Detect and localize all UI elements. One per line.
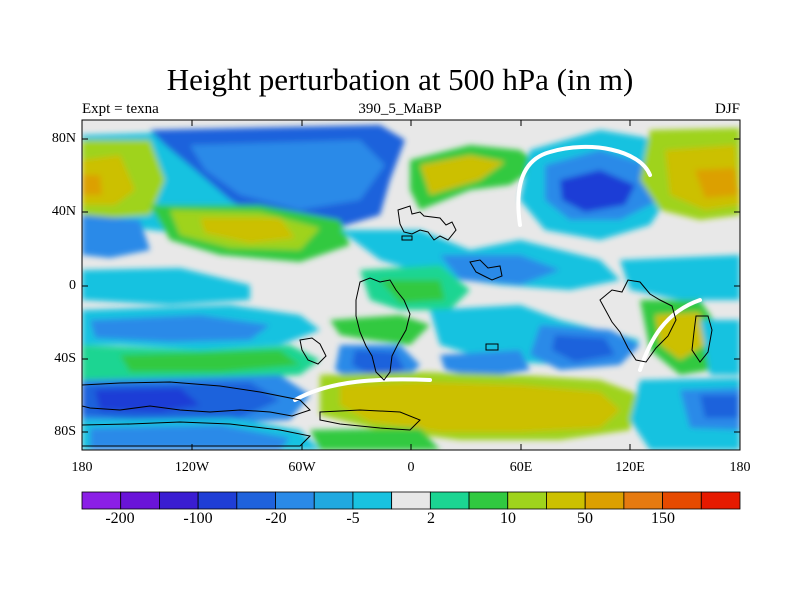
colorbar-swatch: [352, 491, 393, 510]
colorbar-swatch: [662, 491, 702, 510]
colorbar-swatch: [429, 491, 470, 510]
colorbar-swatch: [391, 491, 431, 510]
axis-ticks: [82, 120, 740, 450]
lat-tick-40s: 40S: [54, 351, 76, 366]
lon-tick-60e: 60E: [509, 460, 533, 475]
lon-tick-120w: 120W: [174, 460, 210, 475]
season-label: DJF: [714, 101, 740, 117]
lon-tick-180e: 180: [729, 460, 751, 475]
colorbar-swatch: [159, 491, 199, 510]
lon-tick-0: 0: [407, 460, 415, 475]
colorbar-swatch: [197, 491, 238, 510]
colorbar: [81, 491, 741, 510]
coastlines: [82, 205, 713, 447]
colorbar-swatch: [546, 491, 586, 510]
colorbar-swatch: [275, 491, 315, 510]
contour-field: [82, 120, 740, 450]
colorbar-label: 10: [500, 510, 516, 527]
colorbar-label: -20: [265, 510, 287, 527]
colorbar-swatch: [236, 491, 276, 510]
colorbar-label: 50: [577, 510, 593, 527]
lat-tick-40n: 40N: [51, 204, 76, 219]
experiment-label: Expt = texna: [82, 101, 159, 117]
colorbar-swatch: [700, 491, 741, 510]
lat-tick-80s: 80S: [54, 424, 76, 439]
lat-tick-80n: 80N: [51, 131, 76, 146]
colorbar-swatch: [507, 491, 547, 510]
colorbar-swatch: [584, 491, 625, 510]
lon-tick-180w: 180: [71, 460, 93, 475]
colorbar-swatch: [468, 491, 509, 510]
colorbar-swatch: [120, 491, 160, 510]
colorbar-label: -100: [183, 510, 213, 527]
lat-tick-0: 0: [69, 278, 76, 293]
colorbar-label: 2: [427, 510, 435, 527]
run-label: 390_5_MaBP: [358, 101, 442, 117]
colorbar-swatch: [313, 491, 354, 510]
colorbar-label: -5: [346, 510, 360, 527]
colorbar-swatch: [81, 491, 122, 510]
colorbar-label: 150: [651, 510, 675, 527]
map-title: Height perturbation at 500 hPa (in m): [166, 62, 634, 97]
lon-tick-60w: 60W: [288, 460, 316, 475]
lon-tick-120e: 120E: [615, 460, 645, 475]
colorbar-swatch: [623, 491, 663, 510]
colorbar-label: -200: [105, 510, 135, 527]
